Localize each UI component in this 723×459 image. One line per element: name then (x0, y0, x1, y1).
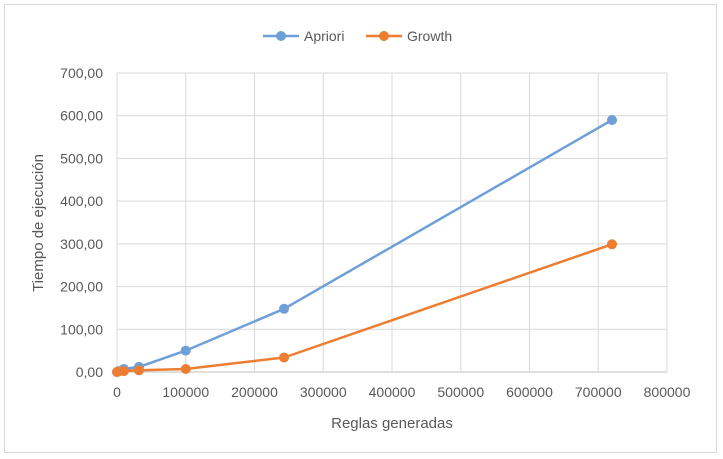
y-tick-label: 100,00 (60, 321, 103, 337)
series-layer (112, 114, 617, 377)
x-tick-label: 800000 (644, 384, 691, 400)
y-tick-label: 400,00 (60, 193, 103, 209)
data-point-apriori (180, 345, 191, 356)
legend: Apriori Growth (263, 28, 452, 44)
y-tick-label: 200,00 (60, 279, 103, 295)
y-tick-label: 500,00 (60, 150, 103, 166)
y-tick-label: 700,00 (60, 65, 103, 81)
data-point-growth (279, 352, 290, 363)
x-tick-label: 700000 (575, 384, 622, 400)
legend-label-apriori: Apriori (304, 28, 344, 44)
axis-layer: 0,00 100,00 200,00 300,00 400,00 500,00 600,00… (60, 65, 690, 400)
x-tick-label: 0 (113, 384, 121, 400)
x-tick-label: 500000 (437, 384, 484, 400)
y-tick-label: 0,00 (76, 364, 103, 380)
data-point-growth (118, 366, 129, 377)
legend-marker-apriori (276, 31, 286, 41)
x-tick-label: 400000 (369, 384, 416, 400)
grid-layer (116, 72, 668, 373)
x-tick-label: 100000 (162, 384, 209, 400)
data-point-apriori (607, 114, 617, 125)
legend-label-growth: Growth (407, 28, 452, 44)
x-tick-label: 200000 (231, 384, 278, 400)
legend-marker-growth (379, 31, 389, 41)
y-tick-label: 300,00 (60, 236, 103, 252)
x-tick-label: 600000 (506, 384, 553, 400)
data-point-growth (134, 365, 144, 376)
x-axis-title: Reglas generadas (331, 415, 453, 432)
data-point-apriori (279, 303, 290, 314)
x-tick-label: 300000 (300, 384, 347, 400)
series-line-apriori (116, 118, 613, 374)
y-tick-label: 600,00 (60, 108, 103, 124)
y-axis-title: Tiempo de ejecución (30, 154, 47, 292)
data-point-growth (607, 239, 617, 250)
data-point-growth (180, 364, 191, 375)
